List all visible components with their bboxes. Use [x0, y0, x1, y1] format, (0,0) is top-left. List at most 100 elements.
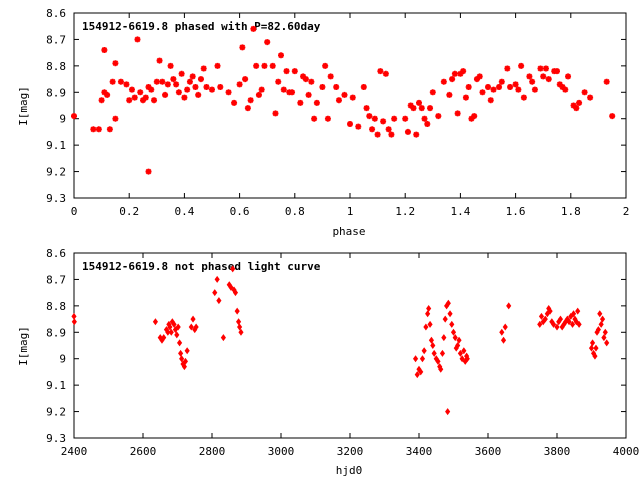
data-point [170, 76, 177, 83]
plot-frame [73, 12, 627, 199]
phased-light-curve-panel: 154912-6619.8 phased with P=82.60day I[m… [17, 7, 629, 238]
data-point [428, 336, 434, 344]
data-point [439, 349, 446, 357]
data-point [603, 78, 610, 85]
data-point [435, 357, 441, 365]
data-point [230, 265, 236, 273]
y-axis-label: I[mag] [17, 326, 30, 366]
x-tick-label: 2400 [61, 445, 88, 458]
data-point [349, 94, 356, 101]
data-point [452, 334, 458, 342]
data-point [441, 334, 447, 342]
data-point [258, 86, 265, 93]
data-point [333, 84, 340, 90]
data-point [371, 115, 378, 122]
data-point [261, 62, 268, 69]
data-point [214, 275, 220, 283]
data-point [291, 68, 298, 75]
x-tick-label: 0.2 [119, 205, 139, 218]
x-tick-label: 2 [623, 205, 630, 218]
data-point [451, 70, 458, 77]
data-point [502, 323, 508, 331]
data-point [71, 318, 77, 326]
data-point [581, 89, 588, 96]
data-point [184, 86, 191, 93]
data-point [153, 78, 160, 85]
x-axis-label: hjd0 [336, 464, 363, 477]
data-point [601, 334, 607, 342]
y-tick-label: 8.7 [46, 33, 66, 46]
data-point [167, 62, 174, 69]
data-point [456, 336, 462, 344]
data-point [162, 91, 169, 98]
data-point [499, 328, 505, 336]
data-point [360, 84, 367, 90]
data-point [414, 371, 420, 379]
data-point [449, 76, 456, 83]
x-tick-label: 0.4 [174, 205, 194, 218]
data-point [426, 304, 432, 313]
data-point [253, 62, 260, 69]
data-point [566, 318, 572, 326]
data-point [355, 123, 362, 130]
data-point [435, 113, 442, 120]
data-point [418, 368, 424, 376]
data-point [592, 352, 598, 360]
data-point [462, 94, 469, 101]
data-point [212, 289, 218, 297]
data-point [242, 76, 249, 83]
data-point [385, 126, 392, 133]
x-tick-label: 2800 [199, 445, 226, 458]
data-point [457, 349, 463, 357]
unphased-light-curve-panel: 154912-6619.8 not phased light curve I[m… [17, 247, 639, 477]
data-point [164, 81, 171, 88]
x-tick-label: 0 [71, 205, 78, 218]
data-point [109, 78, 116, 85]
data-point [151, 97, 158, 104]
data-point [427, 320, 433, 328]
data-point [98, 97, 105, 104]
data-point [216, 297, 222, 305]
data-point [112, 115, 119, 122]
data-point [461, 347, 467, 355]
data-point [404, 128, 411, 135]
data-point [593, 344, 599, 352]
data-point [168, 328, 174, 336]
x-tick-label: 1 [347, 205, 354, 218]
data-point [175, 323, 181, 331]
y-tick-label: 8.7 [46, 273, 66, 286]
data-point [604, 339, 610, 347]
data-point [599, 315, 606, 323]
data-point [504, 65, 511, 72]
x-axis-label: phase [332, 225, 365, 238]
data-point [134, 36, 141, 43]
data-point [161, 334, 167, 342]
data-point [520, 94, 527, 101]
data-point [112, 60, 119, 67]
data-point [507, 84, 514, 90]
data-point [431, 349, 437, 357]
y-tick-label: 8.9 [46, 326, 66, 339]
data-point [300, 73, 307, 80]
data-point [445, 299, 451, 307]
data-point [193, 323, 199, 331]
data-point [609, 113, 616, 120]
data-point [228, 283, 234, 291]
data-point [529, 78, 536, 85]
x-tick-label: 1.2 [395, 205, 415, 218]
data-point [446, 91, 453, 98]
data-point [429, 89, 436, 96]
data-point [496, 84, 503, 90]
x-tick-label: 0.6 [230, 205, 250, 218]
data-point [275, 78, 282, 85]
data-point [197, 76, 204, 83]
data-point [464, 355, 470, 363]
data-point [476, 73, 483, 80]
data-point [457, 70, 464, 77]
data-point [562, 86, 569, 93]
data-point [440, 78, 447, 85]
x-tick-label: 3800 [544, 445, 571, 458]
data-point [255, 91, 262, 98]
data-point [410, 105, 417, 112]
data-point [280, 86, 287, 93]
